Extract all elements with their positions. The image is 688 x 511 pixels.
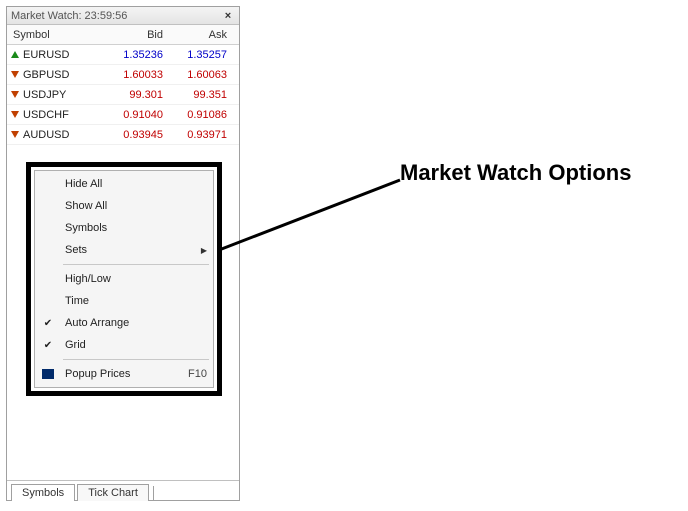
- menu-auto-arrange[interactable]: Auto Arrange: [35, 312, 213, 334]
- ask-cell: 1.35257: [169, 49, 235, 61]
- context-menu-frame: Hide All Show All Symbols Sets Hi: [26, 162, 222, 396]
- menu-time[interactable]: Time: [35, 290, 213, 312]
- bid-cell: 1.60033: [103, 69, 169, 81]
- menu-symbols[interactable]: Symbols: [35, 217, 213, 239]
- menu-label: Grid: [59, 339, 195, 351]
- menu-label: Sets: [59, 244, 195, 256]
- bottom-tabs: Symbols Tick Chart: [7, 480, 239, 500]
- col-symbol[interactable]: Symbol: [7, 29, 103, 41]
- menu-label: Hide All: [59, 178, 195, 190]
- menu-show-all[interactable]: Show All: [35, 195, 213, 217]
- symbol-cell: USDCHF: [7, 109, 103, 121]
- menu-label: Show All: [59, 200, 195, 212]
- symbol-text: USDJPY: [23, 89, 66, 101]
- col-bid[interactable]: Bid: [103, 29, 169, 41]
- symbol-text: USDCHF: [23, 109, 69, 121]
- menu-label: Time: [59, 295, 195, 307]
- tab-spacer: [153, 486, 154, 500]
- arrow-up-icon: [11, 51, 19, 58]
- chevron-right-icon: [195, 244, 207, 256]
- menu-label: Auto Arrange: [59, 317, 195, 329]
- menu-separator: [63, 264, 209, 265]
- table-row[interactable]: EURUSD 1.352361.35257: [7, 45, 239, 65]
- panel-title: Market Watch: 23:59:56: [11, 10, 221, 22]
- close-icon[interactable]: ×: [221, 10, 235, 22]
- menu-label: Popup Prices: [59, 368, 180, 380]
- symbol-rows: EURUSD 1.352361.35257 GBPUSD 1.600331.60063…: [7, 45, 239, 145]
- symbol-text: AUDUSD: [23, 129, 69, 141]
- menu-sets[interactable]: Sets: [35, 239, 213, 261]
- ask-cell: 0.91086: [169, 109, 235, 121]
- symbol-cell: EURUSD: [7, 49, 103, 61]
- check-icon: [37, 318, 59, 329]
- col-ask[interactable]: Ask: [169, 29, 235, 41]
- table-row[interactable]: GBPUSD 1.600331.60063: [7, 65, 239, 85]
- bid-cell: 1.35236: [103, 49, 169, 61]
- menu-label: Symbols: [59, 222, 195, 234]
- table-row[interactable]: USDJPY 99.30199.351: [7, 85, 239, 105]
- tab-symbols[interactable]: Symbols: [11, 484, 75, 501]
- menu-shortcut: F10: [180, 368, 207, 380]
- menu-label: High/Low: [59, 273, 195, 285]
- menu-popup-prices[interactable]: Popup Prices F10: [35, 363, 213, 385]
- table-row[interactable]: AUDUSD 0.939450.93971: [7, 125, 239, 145]
- symbol-cell: USDJPY: [7, 89, 103, 101]
- arrow-down-icon: [11, 71, 19, 78]
- arrow-down-icon: [11, 111, 19, 118]
- check-icon: [37, 340, 59, 351]
- symbol-text: GBPUSD: [23, 69, 69, 81]
- arrow-down-icon: [11, 131, 19, 138]
- table-header: Symbol Bid Ask: [7, 25, 239, 45]
- table-row[interactable]: USDCHF 0.910400.91086: [7, 105, 239, 125]
- symbol-text: EURUSD: [23, 49, 69, 61]
- symbol-cell: AUDUSD: [7, 129, 103, 141]
- ask-cell: 99.351: [169, 89, 235, 101]
- titlebar[interactable]: Market Watch: 23:59:56 ×: [7, 7, 239, 25]
- market-watch-panel: Market Watch: 23:59:56 × Symbol Bid Ask …: [6, 6, 240, 501]
- bid-cell: 0.93945: [103, 129, 169, 141]
- menu-hide-all[interactable]: Hide All: [35, 173, 213, 195]
- menu-grid[interactable]: Grid: [35, 334, 213, 356]
- bid-cell: 0.91040: [103, 109, 169, 121]
- context-menu: Hide All Show All Symbols Sets Hi: [34, 170, 214, 388]
- arrow-down-icon: [11, 91, 19, 98]
- menu-high-low[interactable]: High/Low: [35, 268, 213, 290]
- symbol-cell: GBPUSD: [7, 69, 103, 81]
- tab-tick-chart[interactable]: Tick Chart: [77, 484, 149, 501]
- popup-prices-icon: [37, 369, 59, 379]
- ask-cell: 1.60063: [169, 69, 235, 81]
- callout-label: Market Watch Options: [400, 160, 631, 186]
- menu-separator: [63, 359, 209, 360]
- bid-cell: 99.301: [103, 89, 169, 101]
- ask-cell: 0.93971: [169, 129, 235, 141]
